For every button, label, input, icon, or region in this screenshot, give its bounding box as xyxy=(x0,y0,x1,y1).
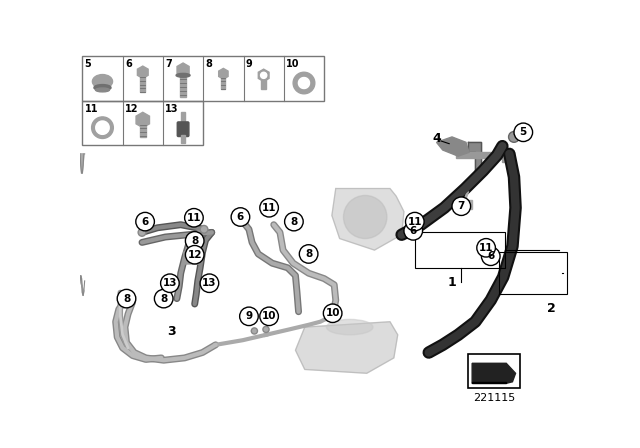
Polygon shape xyxy=(296,322,397,373)
Polygon shape xyxy=(436,137,469,156)
Circle shape xyxy=(200,274,219,293)
Polygon shape xyxy=(456,152,514,162)
Text: 11: 11 xyxy=(262,203,276,213)
Ellipse shape xyxy=(176,73,190,77)
Text: 12: 12 xyxy=(188,250,202,260)
Circle shape xyxy=(404,222,422,240)
Bar xyxy=(180,112,186,123)
Text: 2: 2 xyxy=(547,302,556,314)
Text: 221115: 221115 xyxy=(473,392,515,403)
Circle shape xyxy=(300,245,318,263)
Circle shape xyxy=(136,212,154,231)
Bar xyxy=(140,72,145,92)
Circle shape xyxy=(260,307,278,326)
Text: 8: 8 xyxy=(305,249,312,259)
Circle shape xyxy=(231,208,250,226)
Text: 1: 1 xyxy=(447,276,456,289)
Circle shape xyxy=(252,328,257,334)
Bar xyxy=(221,74,225,89)
Text: 6: 6 xyxy=(141,217,148,227)
Circle shape xyxy=(138,228,146,236)
Circle shape xyxy=(186,246,204,264)
Text: 10: 10 xyxy=(262,311,276,321)
Text: 11: 11 xyxy=(84,104,98,114)
Text: 7: 7 xyxy=(165,59,172,69)
Polygon shape xyxy=(467,142,481,176)
FancyBboxPatch shape xyxy=(184,252,199,264)
Bar xyxy=(180,75,186,97)
Bar xyxy=(467,354,520,388)
Text: 3: 3 xyxy=(167,325,176,338)
FancyBboxPatch shape xyxy=(177,122,189,137)
Circle shape xyxy=(200,225,208,233)
Polygon shape xyxy=(80,276,84,296)
Bar xyxy=(499,252,566,294)
Text: 10: 10 xyxy=(325,308,340,318)
Circle shape xyxy=(260,198,278,217)
Polygon shape xyxy=(472,363,516,383)
Text: 8: 8 xyxy=(205,59,212,69)
Text: 6: 6 xyxy=(410,226,417,236)
Text: 9: 9 xyxy=(246,59,253,69)
Text: 8: 8 xyxy=(291,217,298,227)
Bar xyxy=(140,120,146,137)
Text: 11: 11 xyxy=(479,243,493,253)
Bar xyxy=(415,233,505,268)
Text: 11: 11 xyxy=(187,213,201,223)
Text: 8: 8 xyxy=(160,293,167,304)
Circle shape xyxy=(117,289,136,308)
Circle shape xyxy=(263,326,269,332)
Circle shape xyxy=(260,72,267,78)
Circle shape xyxy=(406,212,424,231)
Polygon shape xyxy=(80,154,84,173)
Circle shape xyxy=(481,247,500,266)
Text: 5: 5 xyxy=(84,59,92,69)
Circle shape xyxy=(161,274,179,293)
Text: 6: 6 xyxy=(237,212,244,222)
Text: 7: 7 xyxy=(458,201,465,211)
Bar xyxy=(458,200,472,209)
Text: 8: 8 xyxy=(123,293,130,304)
Bar xyxy=(83,101,204,146)
Circle shape xyxy=(186,232,204,250)
Text: 8: 8 xyxy=(191,236,198,246)
Text: 5: 5 xyxy=(520,127,527,137)
Polygon shape xyxy=(332,189,404,250)
Circle shape xyxy=(351,203,379,231)
Text: 9: 9 xyxy=(245,311,253,321)
Ellipse shape xyxy=(94,85,111,91)
Ellipse shape xyxy=(326,319,373,335)
Ellipse shape xyxy=(95,88,109,92)
Ellipse shape xyxy=(92,74,113,88)
Text: 11: 11 xyxy=(408,217,422,227)
Circle shape xyxy=(154,289,173,308)
Text: 12: 12 xyxy=(125,104,138,114)
Text: 13: 13 xyxy=(202,278,217,288)
Text: 13: 13 xyxy=(163,278,177,288)
Text: 10: 10 xyxy=(286,59,300,69)
Text: 6: 6 xyxy=(487,251,494,261)
Circle shape xyxy=(184,208,204,227)
Text: 6: 6 xyxy=(125,59,132,69)
Text: 4: 4 xyxy=(432,132,441,145)
Polygon shape xyxy=(472,382,506,383)
Bar xyxy=(180,135,186,143)
Circle shape xyxy=(514,123,532,142)
Circle shape xyxy=(477,238,495,257)
Bar xyxy=(83,56,324,101)
Circle shape xyxy=(239,307,259,326)
Circle shape xyxy=(344,195,387,238)
Circle shape xyxy=(285,212,303,231)
Circle shape xyxy=(323,304,342,323)
Text: 13: 13 xyxy=(165,104,179,114)
Circle shape xyxy=(452,197,470,215)
Circle shape xyxy=(509,132,520,142)
Bar xyxy=(261,75,266,89)
